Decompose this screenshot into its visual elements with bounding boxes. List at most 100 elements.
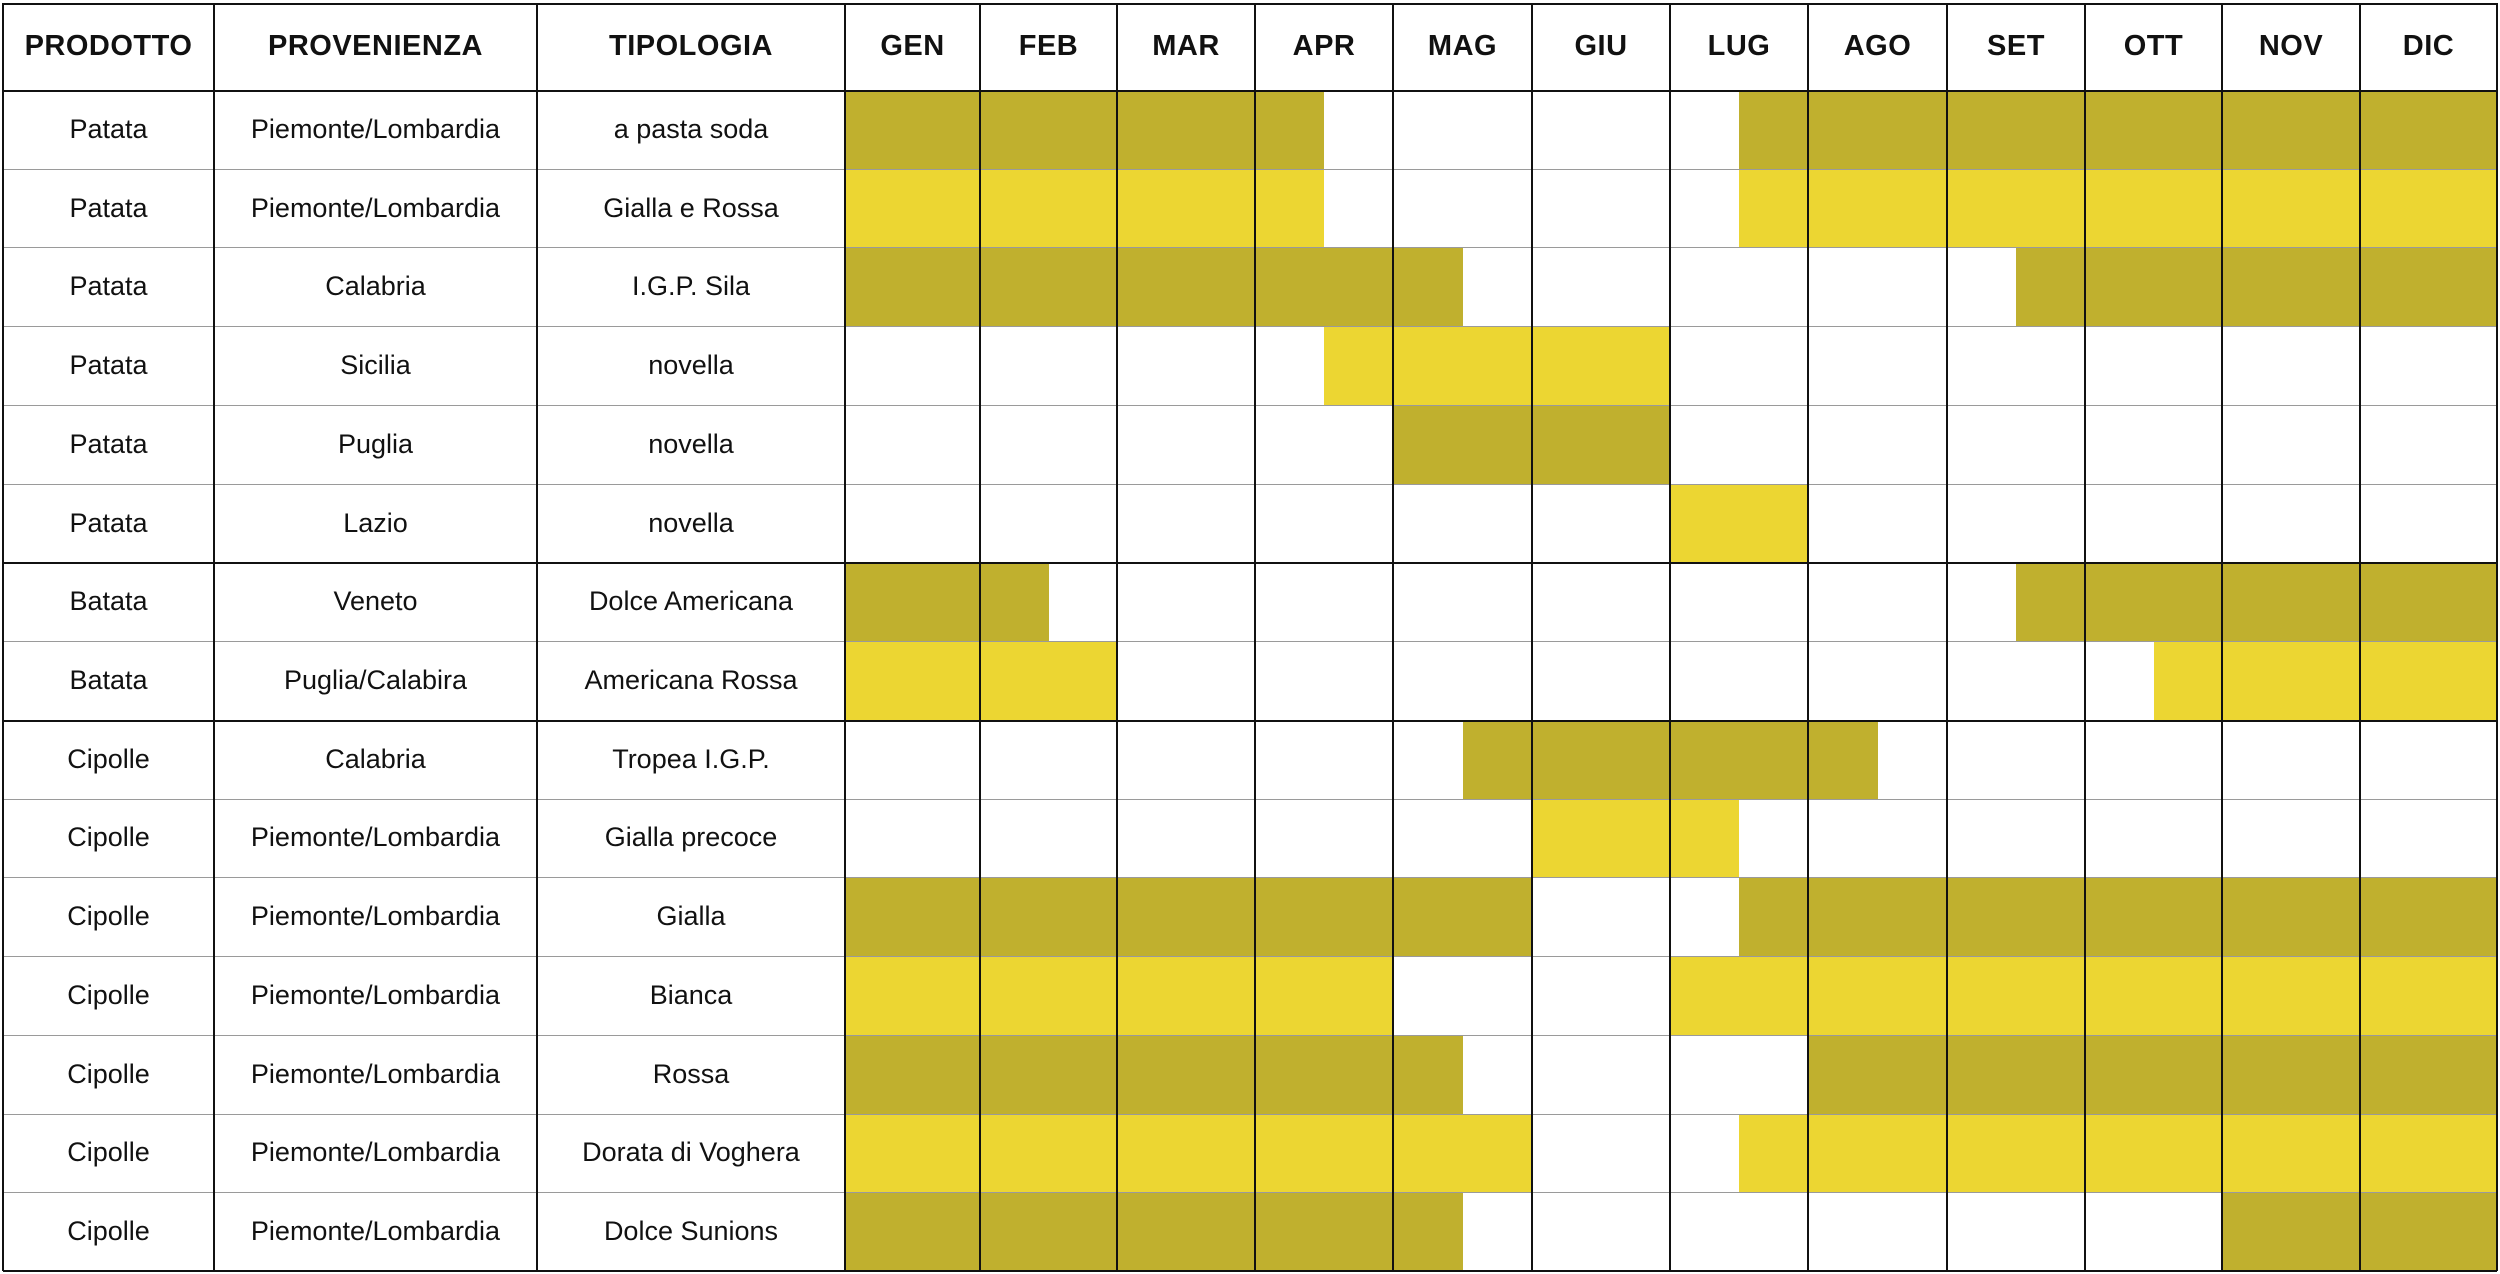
column-divider — [2359, 3, 2361, 1271]
cell-tipologia: novella — [648, 350, 734, 381]
cell-prodotto: Cipolle — [67, 1216, 150, 1247]
cell-provenienza: Piemonte/Lombardia — [250, 113, 501, 144]
season-bar — [2153, 642, 2497, 720]
row-divider — [3, 169, 2497, 170]
cell-prodotto: Patata — [69, 192, 148, 223]
cell-tipologia: Dolce Americana — [588, 586, 794, 617]
group-divider — [3, 720, 2497, 722]
cell-prodotto: Patata — [69, 271, 148, 302]
row-divider — [3, 641, 2497, 642]
season-bar — [845, 1114, 1532, 1193]
column-divider — [1807, 3, 1809, 1271]
cell-provenienza: Piemonte/Lombardia — [250, 822, 501, 853]
column-divider — [1116, 3, 1118, 1271]
cell-prodotto: Patata — [69, 428, 148, 459]
cell-provenienza: Calabria — [325, 271, 426, 302]
cell-provenienza: Piemonte/Lombardia — [250, 1058, 501, 1089]
column-divider — [1392, 3, 1394, 1271]
column-divider — [844, 3, 846, 1271]
cell-tipologia: I.G.P. Sila — [631, 271, 751, 302]
season-bar — [845, 1035, 1463, 1114]
cell-provenienza: Piemonte/Lombardia — [250, 1137, 501, 1168]
cell-provenienza: Sicilia — [340, 350, 411, 381]
season-bar — [845, 878, 1532, 957]
cell-provenienza: Puglia — [337, 428, 414, 459]
season-bar — [1808, 1035, 2497, 1114]
cell-provenienza: Veneto — [333, 586, 418, 617]
row-divider — [3, 1035, 2497, 1036]
column-header: MAR — [1152, 30, 1220, 62]
cell-tipologia: Americana Rossa — [584, 664, 798, 695]
season-bar — [1739, 1114, 2497, 1193]
season-bar — [845, 957, 1393, 1035]
column-header: PROVENIENZA — [268, 30, 483, 62]
cell-tipologia: novella — [648, 428, 734, 459]
table-bottom-border — [3, 1270, 2497, 1272]
cell-provenienza: Piemonte/Lombardia — [250, 901, 501, 932]
cell-provenienza: Piemonte/Lombardia — [250, 979, 501, 1010]
column-header: NOV — [2258, 30, 2324, 62]
cell-provenienza: Lazio — [343, 507, 408, 538]
cell-prodotto: Batata — [69, 664, 148, 695]
row-divider — [3, 484, 2497, 485]
column-divider — [2084, 3, 2086, 1271]
cell-tipologia: Gialla e Rossa — [603, 192, 779, 223]
column-header: OTT — [2123, 30, 2184, 62]
cell-prodotto: Patata — [69, 350, 148, 381]
season-bar — [845, 248, 1463, 327]
season-bar — [845, 642, 1117, 720]
season-bar — [2016, 248, 2497, 327]
cell-provenienza: Calabria — [325, 743, 426, 774]
cell-prodotto: Cipolle — [67, 743, 150, 774]
column-divider — [536, 3, 538, 1271]
column-divider — [1531, 3, 1533, 1271]
cell-tipologia: Bianca — [649, 979, 733, 1010]
season-bar — [1739, 878, 2497, 957]
row-divider — [3, 956, 2497, 957]
season-bar — [1739, 169, 2497, 248]
column-header: GIU — [1574, 30, 1628, 62]
cell-tipologia: Gialla — [656, 901, 726, 932]
cell-prodotto: Cipolle — [67, 1058, 150, 1089]
column-header: APR — [1292, 30, 1356, 62]
table-top-border — [3, 3, 2497, 5]
column-header: PRODOTTO — [24, 30, 193, 62]
season-bar — [1532, 799, 1739, 878]
season-bar — [845, 91, 1324, 169]
cell-prodotto: Patata — [69, 507, 148, 538]
row-divider — [3, 877, 2497, 878]
cell-prodotto: Cipolle — [67, 979, 150, 1010]
season-bar — [2016, 563, 2497, 642]
cell-tipologia: a pasta soda — [613, 113, 769, 144]
cell-prodotto: Cipolle — [67, 901, 150, 932]
header-bottom-border — [3, 90, 2497, 92]
row-divider — [3, 326, 2497, 327]
column-header: GEN — [880, 30, 945, 62]
season-bar — [845, 1193, 1463, 1271]
cell-provenienza: Puglia/Calabira — [283, 664, 468, 695]
cell-prodotto: Cipolle — [67, 1137, 150, 1168]
column-divider — [979, 3, 981, 1271]
column-divider — [2, 3, 4, 1271]
column-header: LUG — [1707, 30, 1771, 62]
column-divider — [2221, 3, 2223, 1271]
column-header: FEB — [1018, 30, 1079, 62]
column-header: MAG — [1427, 30, 1498, 62]
cell-tipologia: Rossa — [652, 1058, 730, 1089]
row-divider — [3, 405, 2497, 406]
row-divider — [3, 799, 2497, 800]
column-divider — [1254, 3, 1256, 1271]
cell-tipologia: Dorata di Voghera — [582, 1137, 800, 1168]
column-divider — [213, 3, 215, 1271]
season-bar — [845, 563, 1049, 642]
column-header: AGO — [1843, 30, 1912, 62]
row-divider — [3, 1114, 2497, 1115]
cell-prodotto: Cipolle — [67, 822, 150, 853]
column-divider — [1669, 3, 1671, 1271]
cell-tipologia: Gialla precoce — [604, 822, 778, 853]
cell-tipologia: Dolce Sunions — [603, 1216, 779, 1247]
column-header: TIPOLOGIA — [609, 30, 773, 62]
cell-prodotto: Patata — [69, 113, 148, 144]
column-header: DIC — [2402, 30, 2455, 62]
